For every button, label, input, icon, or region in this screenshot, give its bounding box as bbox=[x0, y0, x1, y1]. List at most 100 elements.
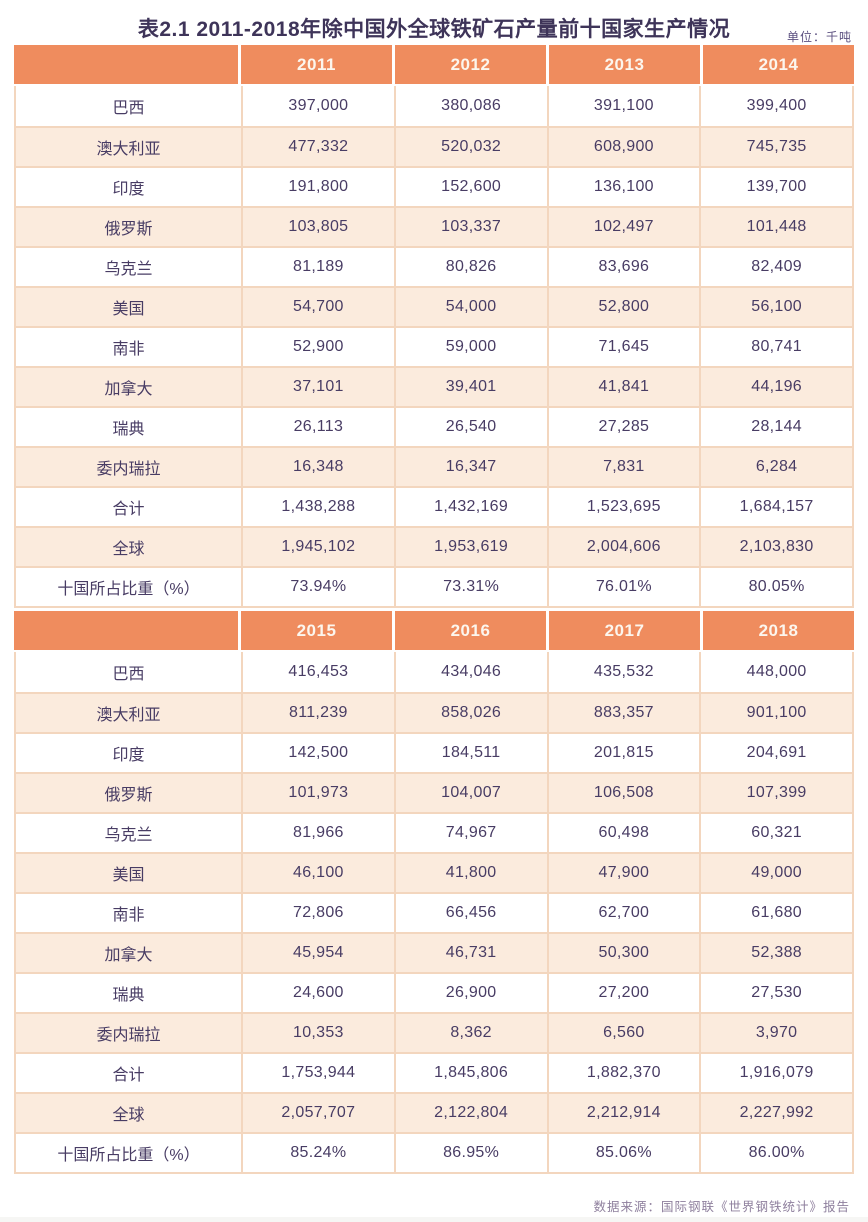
value-cell: 858,026 bbox=[393, 694, 547, 732]
table-row: 南非 72,806 66,456 62,700 61,680 bbox=[16, 892, 852, 932]
year-header-cell: 2014 bbox=[703, 45, 854, 84]
table-row: 乌克兰 81,966 74,967 60,498 60,321 bbox=[16, 812, 852, 852]
row-label: 巴西 bbox=[112, 666, 145, 683]
table-title: 表2.1 2011-2018年除中国外全球铁矿石产量前十国家生产情况 bbox=[137, 18, 731, 41]
year-header-row: 2015 2016 2017 2018 bbox=[14, 611, 854, 650]
value-cell: 391,100 bbox=[546, 86, 700, 126]
value-cell: 184,511 bbox=[393, 734, 547, 772]
production-table: 2011 2012 2013 2014 巴西 397,000 380,086 391,100 3… bbox=[14, 45, 854, 1174]
row-label: 委内瑞拉 bbox=[96, 461, 161, 478]
row-label: 南非 bbox=[112, 341, 145, 358]
value-cell: 74,967 bbox=[393, 814, 547, 852]
value-cell: 102,497 bbox=[546, 208, 700, 246]
row-label: 美国 bbox=[112, 867, 145, 884]
table-row: 瑞典 24,600 26,900 27,200 27,530 bbox=[16, 972, 852, 1012]
table-row: 委内瑞拉 16,348 16,347 7,831 6,284 bbox=[16, 446, 852, 486]
table-row: 印度 191,800 152,600 136,100 139,700 bbox=[16, 166, 852, 206]
value-cell: 2,122,804 bbox=[393, 1094, 547, 1132]
value-cell: 52,900 bbox=[241, 328, 394, 366]
value-cell: 37,101 bbox=[241, 368, 394, 406]
value-cell: 16,348 bbox=[241, 448, 394, 486]
value-cell: 81,966 bbox=[241, 814, 394, 852]
value-cell: 103,805 bbox=[241, 208, 394, 246]
table-row: 瑞典 26,113 26,540 27,285 28,144 bbox=[16, 406, 852, 446]
table-row: 委内瑞拉 10,353 8,362 6,560 3,970 bbox=[16, 1012, 852, 1052]
value-cell: 139,700 bbox=[699, 168, 852, 206]
row-label: 瑞典 bbox=[112, 421, 145, 438]
value-cell: 2,227,992 bbox=[699, 1094, 852, 1132]
value-cell: 434,046 bbox=[393, 652, 547, 692]
country-column-header bbox=[14, 45, 238, 84]
row-label: 南非 bbox=[112, 907, 145, 924]
row-label: 巴西 bbox=[112, 100, 145, 117]
row-label: 乌克兰 bbox=[104, 261, 153, 278]
table-row: 合计 1,438,288 1,432,169 1,523,695 1,684,157 bbox=[16, 486, 852, 526]
value-cell: 1,523,695 bbox=[546, 488, 700, 526]
row-label: 美国 bbox=[112, 301, 145, 318]
value-cell: 883,357 bbox=[546, 694, 700, 732]
value-cell: 54,700 bbox=[241, 288, 394, 326]
row-label: 印度 bbox=[112, 747, 145, 764]
value-cell: 204,691 bbox=[699, 734, 852, 772]
table-row: 美国 46,100 41,800 47,900 49,000 bbox=[16, 852, 852, 892]
value-cell: 26,540 bbox=[393, 408, 547, 446]
value-cell: 1,432,169 bbox=[393, 488, 547, 526]
value-cell: 46,100 bbox=[241, 854, 394, 892]
value-cell: 24,600 bbox=[241, 974, 394, 1012]
table-row: 印度 142,500 184,511 201,815 204,691 bbox=[16, 732, 852, 772]
year-header-cell: 2011 bbox=[241, 45, 392, 84]
value-cell: 26,113 bbox=[241, 408, 394, 446]
value-cell: 83,696 bbox=[546, 248, 700, 286]
value-cell: 46,731 bbox=[393, 934, 547, 972]
value-cell: 1,753,944 bbox=[241, 1054, 394, 1092]
table-row: 澳大利亚 477,332 520,032 608,900 745,735 bbox=[16, 126, 852, 166]
table-row: 南非 52,900 59,000 71,645 80,741 bbox=[16, 326, 852, 366]
value-cell: 106,508 bbox=[546, 774, 700, 812]
row-label: 乌克兰 bbox=[104, 827, 153, 844]
table-row: 十国所占比重（%） 73.94% 73.31% 76.01% 80.05% bbox=[16, 566, 852, 606]
row-label: 澳大利亚 bbox=[96, 141, 161, 158]
value-cell: 152,600 bbox=[393, 168, 547, 206]
data-source-note: 数据来源：国际钢联《世界钢铁统计》报告 bbox=[593, 1200, 850, 1214]
value-cell: 7,831 bbox=[546, 448, 700, 486]
table-body: 巴西 397,000 380,086 391,100 399,400 澳大利亚 477,33… bbox=[14, 86, 854, 608]
row-label: 全球 bbox=[112, 1107, 145, 1124]
value-cell: 81,189 bbox=[241, 248, 394, 286]
value-cell: 56,100 bbox=[699, 288, 852, 326]
value-cell: 16,347 bbox=[393, 448, 547, 486]
year-header-cell: 2017 bbox=[549, 611, 700, 650]
value-cell: 1,945,102 bbox=[241, 528, 394, 566]
year-header-cell: 2018 bbox=[703, 611, 854, 650]
table-row: 美国 54,700 54,000 52,800 56,100 bbox=[16, 286, 852, 326]
value-cell: 54,000 bbox=[393, 288, 547, 326]
value-cell: 80,741 bbox=[699, 328, 852, 366]
year-header-row: 2011 2012 2013 2014 bbox=[14, 45, 854, 84]
value-cell: 80.05% bbox=[699, 568, 852, 606]
value-cell: 52,388 bbox=[699, 934, 852, 972]
table-row: 全球 1,945,102 1,953,619 2,004,606 2,103,830 bbox=[16, 526, 852, 566]
row-label: 印度 bbox=[112, 181, 145, 198]
row-label: 澳大利亚 bbox=[96, 707, 161, 724]
value-cell: 2,057,707 bbox=[241, 1094, 394, 1132]
value-cell: 28,144 bbox=[699, 408, 852, 446]
value-cell: 101,448 bbox=[699, 208, 852, 246]
table-body: 巴西 416,453 434,046 435,532 448,000 澳大利亚 811,23… bbox=[14, 652, 854, 1174]
unit-label: 单位：千吨 bbox=[786, 30, 852, 44]
title-row: 表2.1 2011-2018年除中国外全球铁矿石产量前十国家生产情况 单位：千吨 bbox=[0, 0, 868, 45]
value-cell: 136,100 bbox=[546, 168, 700, 206]
value-cell: 1,882,370 bbox=[546, 1054, 700, 1092]
value-cell: 107,399 bbox=[699, 774, 852, 812]
table-row: 十国所占比重（%） 85.24% 86.95% 85.06% 86.00% bbox=[16, 1132, 852, 1172]
value-cell: 27,530 bbox=[699, 974, 852, 1012]
year-header-cell: 2013 bbox=[549, 45, 700, 84]
value-cell: 477,332 bbox=[241, 128, 394, 166]
value-cell: 45,954 bbox=[241, 934, 394, 972]
table-row: 澳大利亚 811,239 858,026 883,357 901,100 bbox=[16, 692, 852, 732]
value-cell: 608,900 bbox=[546, 128, 700, 166]
value-cell: 1,953,619 bbox=[393, 528, 547, 566]
value-cell: 10,353 bbox=[241, 1014, 394, 1052]
value-cell: 8,362 bbox=[393, 1014, 547, 1052]
value-cell: 39,401 bbox=[393, 368, 547, 406]
table-row: 加拿大 37,101 39,401 41,841 44,196 bbox=[16, 366, 852, 406]
value-cell: 1,438,288 bbox=[241, 488, 394, 526]
